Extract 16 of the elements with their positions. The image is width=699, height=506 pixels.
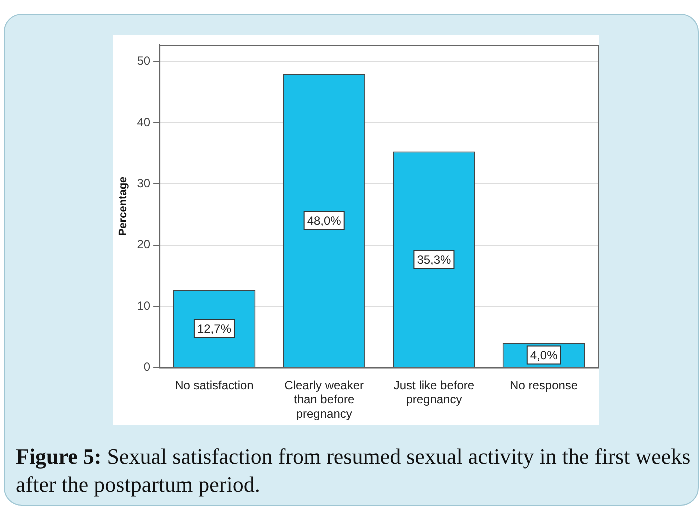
x-tick-label: Just like before pregnancy	[394, 378, 475, 407]
text: Figure 5: Sexual satisfaction from resumed sexual activity in the first weeks after the postpartum period.	[16, 443, 692, 499]
data-label: 35,3%	[417, 252, 452, 267]
y-axis-title: Percentage	[118, 176, 130, 236]
data-label: 12,7%	[197, 322, 232, 336]
x-tick-label: Clearly weaker than before pregnancy	[284, 378, 364, 422]
x-tick-label: No response	[510, 378, 578, 392]
y-tick-label: 50	[137, 54, 151, 68]
y-tick-label: 40	[137, 115, 151, 130]
data-label: 48,0%	[307, 214, 342, 228]
data-label: 4,0%	[530, 348, 558, 363]
y-tick-label: 20	[137, 238, 151, 252]
y-tick-label: 0	[144, 360, 151, 374]
x-tick-label: No satisfaction	[175, 378, 254, 392]
y-tick-label: 10	[137, 298, 151, 313]
y-tick-label: 30	[137, 176, 151, 190]
